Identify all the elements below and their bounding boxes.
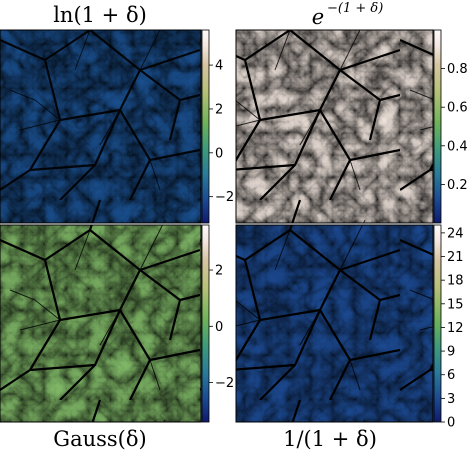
colorbar-tick-label: 6	[447, 368, 455, 383]
title-ln-density: ln(1 + δ)	[53, 3, 147, 27]
colorbar-gauss	[201, 224, 210, 423]
panel-exp-density: 0.2 0.4 0.6 0.8	[235, 29, 468, 224]
colorbar-ticks-exp-density: 0.2 0.4 0.6 0.8	[441, 62, 468, 193]
colorbar-tick-label: 0	[447, 416, 455, 431]
colorbar-tick-label: 15	[447, 297, 464, 312]
colorbar-exp-density	[433, 29, 442, 224]
colorbar-tick-label: 2	[215, 264, 223, 279]
title-exp-base: e	[312, 5, 324, 29]
colorbar-tick-label: 21	[447, 250, 464, 265]
colorbar-tick-label: 9	[447, 345, 455, 360]
panel-inverse-density: 0 3 6 9 12 15 18 21 24	[235, 224, 464, 431]
colorbar-ticks-gauss: −2 0 2	[209, 264, 234, 391]
colorbar-tick-label: 2	[215, 102, 223, 117]
colorbar-tick-label: 4	[215, 59, 223, 74]
title-inverse-density: 1/(1 + δ)	[283, 427, 377, 450]
colorbar-tick-label: 0	[215, 146, 223, 161]
colorbar-ln-density	[201, 29, 210, 224]
colorbar-tick-label: 0.4	[447, 139, 468, 154]
colorbar-tick-label: 18	[447, 274, 464, 289]
colorbar-ticks-ln-density: −2 0 2 4	[209, 59, 234, 205]
title-exp-density: e	[312, 5, 324, 29]
title-exp-exponent: −(1 + δ)	[327, 1, 383, 16]
colorbar-tick-label: 24	[447, 226, 464, 241]
colorbar-tick-label: 12	[447, 321, 464, 336]
colorbar-tick-label: 3	[447, 392, 455, 407]
panel-ln-density: −2 0 2 4	[0, 29, 234, 224]
colorbar-inverse-density	[433, 224, 442, 423]
colorbar-tick-label: 0.2	[447, 178, 468, 193]
panel-gauss: −2 0 2	[0, 224, 234, 423]
colorbar-tick-label: −2	[215, 376, 234, 391]
title-gauss: Gauss(δ)	[53, 427, 146, 450]
colorbar-tick-label: 0	[215, 320, 223, 335]
colorbar-ticks-inverse-density: 0 3 6 9 12 15 18 21 24	[441, 226, 464, 431]
colorbar-tick-label: 0.8	[447, 62, 468, 77]
colorbar-tick-label: 0.6	[447, 101, 468, 116]
colorbar-tick-label: −2	[215, 190, 234, 205]
